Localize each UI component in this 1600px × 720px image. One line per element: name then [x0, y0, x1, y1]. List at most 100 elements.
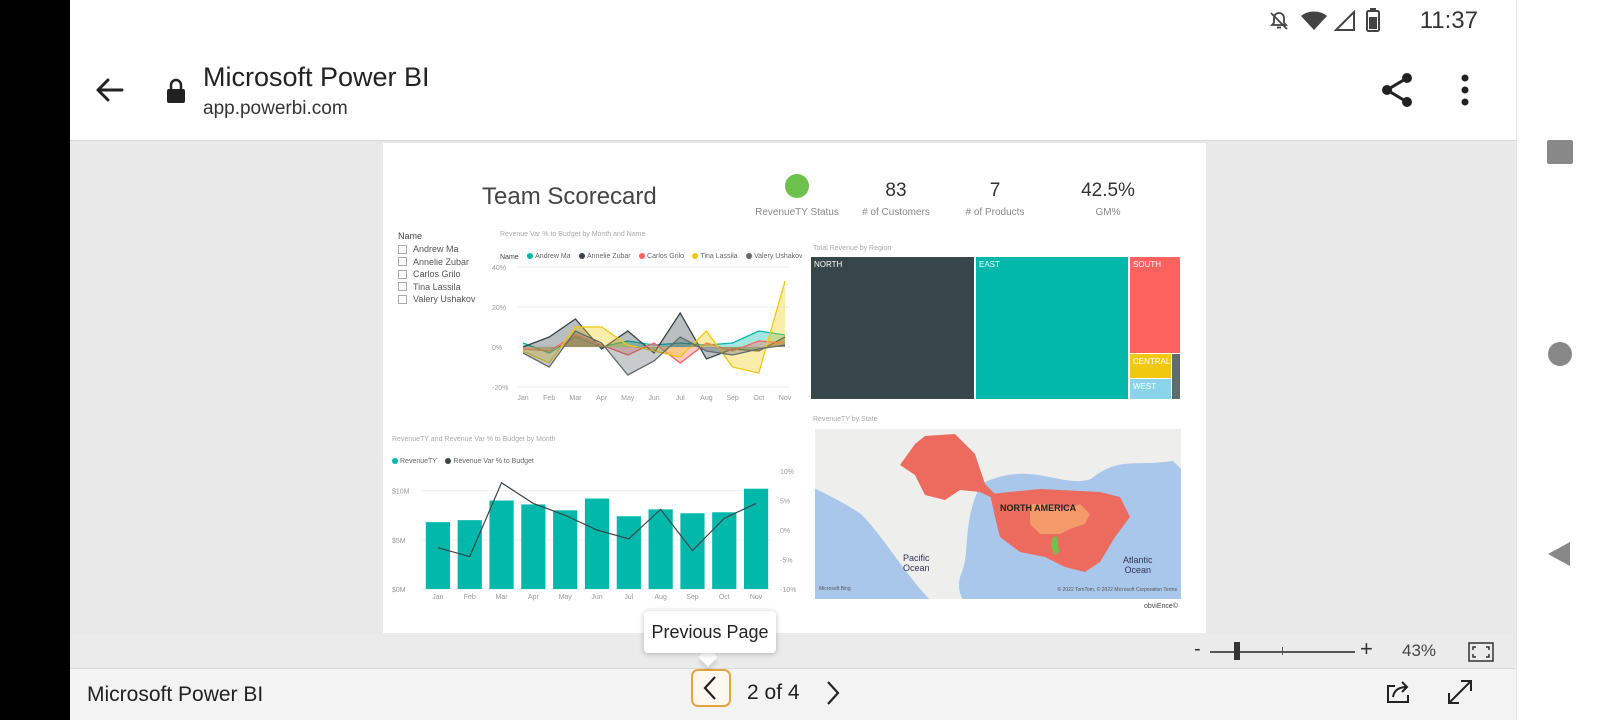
- home-button[interactable]: [1548, 342, 1572, 366]
- map-title: RevenueTY by State: [813, 416, 878, 423]
- page-indicator: 2 of 4: [747, 681, 800, 704]
- slicer-item-label: Valery Ushakov: [413, 294, 476, 305]
- checkbox[interactable]: [398, 257, 407, 267]
- bar: [425, 522, 450, 589]
- x-tick-label: Jun: [591, 594, 602, 601]
- treemap-tile-other[interactable]: [1172, 354, 1180, 399]
- treemap-label: EAST: [979, 260, 1000, 269]
- more-options-icon[interactable]: [1450, 70, 1480, 110]
- legend-item: Carlos Grilo: [639, 253, 684, 260]
- map[interactable]: NORTH AMERICA Pacific Ocean Atlantic Oce…: [815, 429, 1181, 599]
- map-shapes: [815, 429, 1181, 599]
- slicer-title: Name: [398, 231, 423, 241]
- checkbox[interactable]: [398, 269, 407, 279]
- expand-icon[interactable]: [1445, 677, 1475, 707]
- checkbox[interactable]: [398, 294, 407, 304]
- checkbox[interactable]: [398, 282, 407, 292]
- left-black-bar: [0, 0, 70, 720]
- x-tick-label: Jan: [432, 594, 443, 601]
- chevron-right-icon[interactable]: [818, 677, 848, 709]
- map-bing-logo: Microsoft Bing: [819, 586, 851, 592]
- treemap-tile-west[interactable]: WEST: [1130, 379, 1171, 399]
- slicer-item[interactable]: Andrew Ma: [398, 243, 493, 256]
- series-line: [522, 334, 786, 364]
- y-tick-label-right: 0%: [780, 528, 790, 535]
- treemap-tile-central[interactable]: CENTRAL: [1130, 354, 1171, 378]
- status-clock: 11:37: [1419, 7, 1478, 34]
- fit-to-page-icon[interactable]: [1468, 642, 1494, 662]
- legend-title: Name: [500, 254, 519, 261]
- series-line: [522, 330, 786, 376]
- map-label-continent: NORTH AMERICA: [1000, 503, 1077, 513]
- zoom-level: 43%: [1402, 641, 1437, 660]
- report-page[interactable]: Team Scorecard RevenueTY Status 83 # of …: [383, 143, 1206, 633]
- name-slicer: Name Andrew Ma Annelie Zubar Carlos Gril…: [398, 231, 493, 306]
- y-tick-label-left: $0M: [392, 587, 406, 594]
- back-triangle-icon[interactable]: [1546, 540, 1572, 568]
- line-chart[interactable]: 40% 20% 0% -20% Jan Feb Mar Apr May Jun Jul Aug Sep O…: [488, 259, 798, 404]
- slicer-item[interactable]: Annelie Zubar: [398, 256, 493, 269]
- report-footer: Microsoft Power BI 2 of 4: [70, 668, 1516, 720]
- slicer-item-label: Tina Lassila: [413, 281, 461, 292]
- share-icon[interactable]: [1378, 70, 1418, 110]
- treemap-label: WEST: [1133, 382, 1157, 391]
- treemap-tile-east[interactable]: EAST: [976, 257, 1128, 399]
- report-viewer: Team Scorecard RevenueTY Status 83 # of …: [70, 140, 1516, 634]
- series-line: [437, 481, 757, 558]
- legend-dot: [445, 458, 452, 464]
- x-tick-label: Jan: [517, 395, 528, 402]
- zoom-out-button[interactable]: -: [1194, 638, 1201, 660]
- treemap-label: CENTRAL: [1133, 357, 1171, 366]
- x-tick-label: Sep: [686, 594, 699, 601]
- x-tick-label: Aug: [700, 395, 713, 402]
- map-label-pacific: Pacific Ocean: [903, 553, 930, 573]
- zoom-bar: - + 43%: [70, 634, 1516, 668]
- lock-icon: [167, 78, 185, 103]
- y-tick-label: 0%: [492, 345, 502, 352]
- legend-dot: [579, 253, 585, 259]
- browser-header: Microsoft Power BI app.powerbi.com: [70, 42, 1516, 140]
- cellular-signal-icon: [1334, 10, 1355, 31]
- series-line: [522, 280, 786, 374]
- recents-button[interactable]: [1547, 140, 1573, 164]
- zoom-in-button[interactable]: +: [1360, 636, 1373, 661]
- previous-page-button[interactable]: [691, 669, 731, 707]
- slicer-item[interactable]: Valery Ushakov: [398, 293, 493, 306]
- combo-chart[interactable]: $10M $5M $0M 10% 5% 0% -5% -10% Jan Feb Mar Apr May J…: [388, 461, 808, 601]
- x-tick-label: Oct: [719, 594, 730, 601]
- bar: [584, 498, 610, 589]
- map-attribution[interactable]: © 2022 TomTom, © 2022 Microsoft Corporat…: [1057, 587, 1177, 593]
- x-tick-label: Nov: [779, 395, 792, 402]
- zoom-slider-thumb[interactable]: [1234, 642, 1240, 660]
- treemap-tile-south[interactable]: SOUTH: [1130, 257, 1180, 353]
- footer-title: Microsoft Power BI: [87, 683, 264, 706]
- bar: [521, 504, 546, 589]
- y-tick-label: 20%: [492, 305, 506, 312]
- legend-label: Andrew Ma: [535, 252, 571, 260]
- treemap-title: Total Revenue by Region: [813, 245, 892, 252]
- kpi-label-customers: # of Customers: [862, 207, 930, 218]
- back-arrow-icon[interactable]: [90, 70, 130, 110]
- x-tick-label: Jul: [676, 395, 685, 402]
- legend-label: Revenue Var % to Budget: [453, 457, 534, 465]
- branding-logo: obviEnce©: [1144, 603, 1178, 610]
- treemap[interactable]: NORTH EAST SOUTH CENTRAL WEST: [811, 257, 1181, 399]
- kpi-value-gm: 42.5%: [1081, 180, 1135, 201]
- page-url[interactable]: app.powerbi.com: [203, 98, 348, 119]
- treemap-tile-north[interactable]: NORTH: [811, 257, 974, 399]
- checkbox[interactable]: [398, 244, 407, 254]
- line-chart-legend: Name Andrew Ma Annelie Zubar Carlos Gril…: [500, 246, 807, 264]
- legend-item: Valery Ushakov: [746, 253, 803, 260]
- x-tick-label: Feb: [464, 594, 476, 601]
- page-title[interactable]: Microsoft Power BI: [203, 62, 430, 92]
- bar: [489, 500, 514, 589]
- legend-item: RevenueTY: [392, 458, 437, 465]
- export-icon[interactable]: [1383, 677, 1413, 707]
- bar: [553, 510, 578, 589]
- x-tick-label: Mar: [496, 594, 509, 601]
- slicer-item-label: Carlos Grilo: [413, 269, 461, 280]
- slicer-item[interactable]: Tina Lassila: [398, 281, 493, 294]
- y-tick-label: 40%: [492, 265, 506, 272]
- slicer-item[interactable]: Carlos Grilo: [398, 268, 493, 281]
- map-label-atlantic-line1: Atlantic: [1123, 555, 1153, 565]
